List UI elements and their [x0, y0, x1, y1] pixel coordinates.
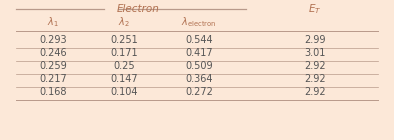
Text: 0.25: 0.25 — [113, 61, 135, 71]
Text: 0.246: 0.246 — [39, 48, 67, 58]
Text: $\lambda_1$: $\lambda_1$ — [47, 15, 59, 29]
Text: 0.509: 0.509 — [185, 61, 213, 71]
Text: 0.417: 0.417 — [185, 48, 213, 58]
Text: 0.217: 0.217 — [39, 74, 67, 84]
Text: $E_\mathit{T}$: $E_\mathit{T}$ — [309, 2, 322, 16]
Text: 0.168: 0.168 — [39, 87, 67, 97]
Text: 3.01: 3.01 — [305, 48, 326, 58]
Text: $\lambda_\mathrm{electron}$: $\lambda_\mathrm{electron}$ — [181, 15, 217, 29]
Text: 0.364: 0.364 — [185, 74, 213, 84]
Text: 0.171: 0.171 — [110, 48, 138, 58]
Text: 0.251: 0.251 — [110, 35, 138, 45]
Text: 2.92: 2.92 — [305, 74, 326, 84]
Text: $\lambda_2$: $\lambda_2$ — [118, 15, 130, 29]
Text: 0.272: 0.272 — [185, 87, 213, 97]
Text: 2.99: 2.99 — [305, 35, 326, 45]
Text: 0.259: 0.259 — [39, 61, 67, 71]
Text: 0.544: 0.544 — [185, 35, 213, 45]
Text: 0.104: 0.104 — [110, 87, 138, 97]
Text: 2.92: 2.92 — [305, 61, 326, 71]
Text: Electron: Electron — [117, 4, 159, 14]
Text: 0.147: 0.147 — [110, 74, 138, 84]
Text: 2.92: 2.92 — [305, 87, 326, 97]
Text: 0.293: 0.293 — [39, 35, 67, 45]
